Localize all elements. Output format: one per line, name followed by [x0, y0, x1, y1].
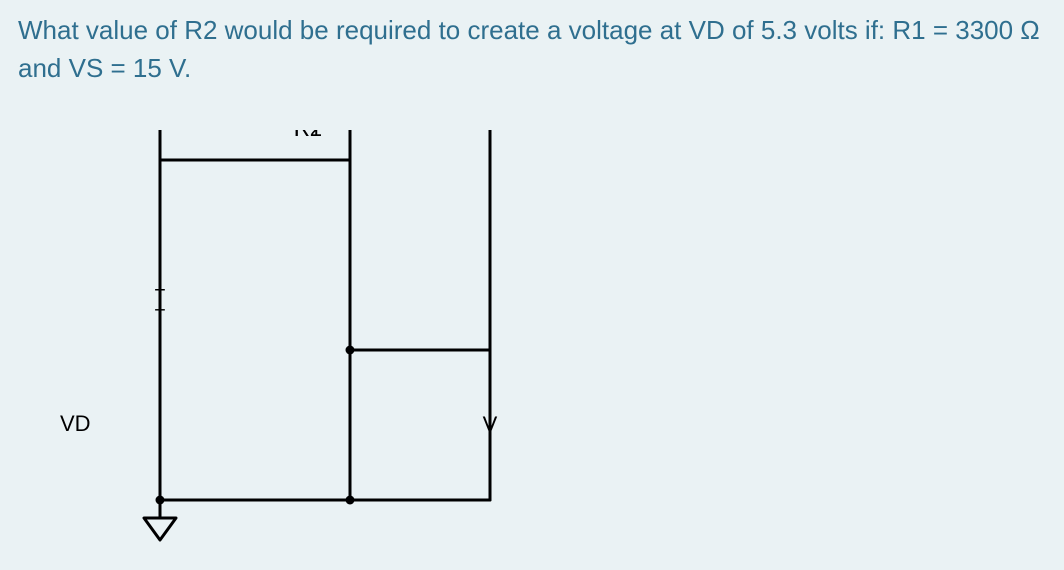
node-mid-bottom [346, 496, 355, 505]
question-text: What value of R2 would be required to cr… [18, 12, 1046, 87]
vd-label: VD [60, 411, 91, 436]
circuit-svg: +−VSR1R2VVD [60, 130, 620, 550]
r2-label: R2 [294, 130, 322, 141]
page-root: What value of R2 would be required to cr… [0, 0, 1064, 570]
ground-symbol [144, 518, 176, 540]
circuit-diagram: +−VSR1R2VVD [60, 130, 620, 555]
node-mid [346, 346, 355, 355]
